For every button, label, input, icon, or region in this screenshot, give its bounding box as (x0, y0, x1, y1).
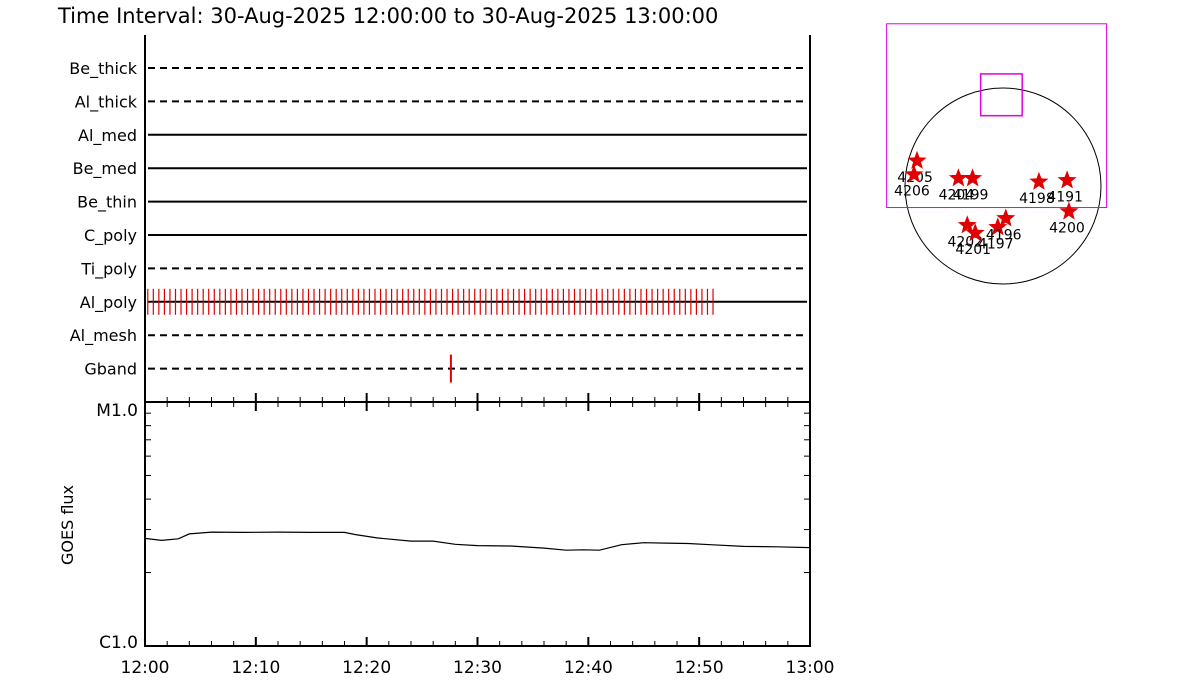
fov-box-small (979, 73, 1023, 117)
filter-label-al-mesh: Al_mesh (70, 326, 137, 346)
active-region-label: 4204 (939, 187, 975, 203)
goes-plot-frame (144, 401, 811, 647)
active-region-star (904, 164, 924, 183)
filter-label-ti-poly: Ti_poly (80, 259, 137, 279)
fov-box-large (886, 23, 1108, 209)
active-region-label: 4196 (986, 227, 1022, 243)
active-region-map: 4205420642044199420242014197419641984191… (886, 23, 1108, 285)
y-axis-label: GOES flux (58, 485, 77, 565)
solar-disk (904, 87, 1102, 285)
x-tick-label: 12:30 (453, 658, 502, 678)
filter-label-gband: Gband (84, 360, 137, 379)
active-region-star (1029, 171, 1049, 190)
filter-label-be-med: Be_med (73, 159, 137, 179)
active-region-star (1059, 201, 1079, 220)
active-region-label: 4197 (978, 236, 1014, 252)
active-region-star (1057, 170, 1077, 189)
filter-timeline: Be_thick Al_thick Al_med Be_med Be_thin C_pol… (69, 35, 811, 402)
filter-label-be-thin: Be_thin (77, 193, 137, 213)
active-region-star (907, 150, 927, 169)
chart-title: Time Interval: 30-Aug-2025 12:00:00 to 3… (57, 4, 718, 28)
filter-label-al-poly: Al_poly (80, 293, 137, 313)
goes-flux-plot: 12:00 12:10 12:20 12:30 12:40 12:50 13:00 M1.0 C… (58, 393, 835, 678)
x-tick-label: 12:00 (121, 658, 170, 678)
filter-label-al-thick: Al_thick (75, 92, 138, 112)
active-region-star (965, 223, 985, 242)
y-tick-label-bottom: C1.0 (99, 633, 138, 653)
active-region-star (948, 168, 968, 187)
active-region-star (996, 208, 1016, 227)
x-tick-label: 12:40 (564, 658, 613, 678)
x-tick-label: 12:50 (675, 658, 724, 678)
filter-label-be-thick: Be_thick (69, 59, 137, 79)
active-region-label: 4206 (894, 184, 930, 200)
filter-label-al-med: Al_med (78, 126, 137, 146)
active-region-label: 4200 (1049, 221, 1085, 237)
goes-flux-line (144, 531, 811, 551)
active-region-label: 4201 (955, 242, 991, 258)
filter-label-c-poly: C_poly (84, 226, 137, 246)
active-region-label: 4199 (953, 187, 989, 203)
active-region-star (988, 217, 1008, 236)
active-region-star (957, 215, 977, 234)
x-tick-label: 12:10 (231, 658, 280, 678)
x-tick-label: 13:00 (786, 658, 835, 678)
active-region-label: 4191 (1047, 189, 1083, 205)
y-tick-label-top: M1.0 (96, 401, 138, 421)
active-region-label: 4198 (1019, 191, 1055, 207)
active-region-star (963, 168, 983, 187)
active-region-label: 4202 (947, 234, 983, 250)
x-tick-label: 12:20 (342, 658, 391, 678)
